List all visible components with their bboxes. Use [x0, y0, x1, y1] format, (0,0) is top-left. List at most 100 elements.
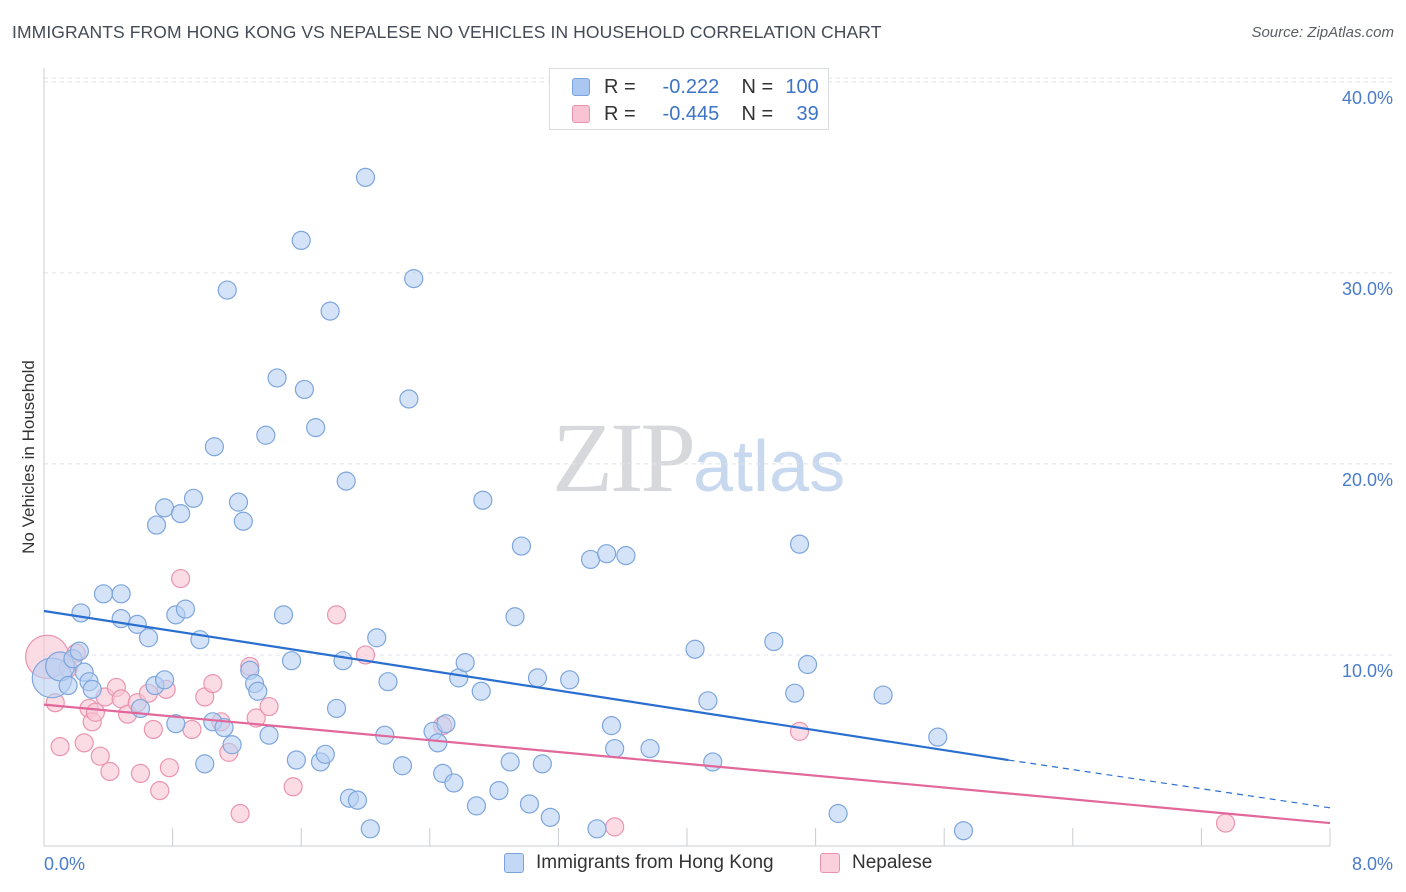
correlation-legend: R = -0.222 N = 100 R = -0.445 N = 39 [549, 68, 829, 130]
hong-kong-point [355, 167, 376, 187]
nepalese-point [259, 696, 279, 717]
hong-kong-point [286, 750, 306, 770]
y-tick-label: 20.0% [1342, 470, 1393, 490]
hong-kong-point [532, 754, 552, 774]
hong-kong-point [58, 675, 78, 696]
nepalese-points [25, 568, 1236, 837]
hong-kong-point [294, 379, 315, 400]
hong-kong-point [195, 754, 215, 774]
hong-kong-point [281, 651, 302, 671]
n-label: N = [741, 102, 774, 125]
y-axis-title: No Vehicles in Household [19, 360, 38, 554]
nepalese-point [171, 568, 191, 589]
hong-kong-point [71, 603, 91, 623]
hong-kong-point [111, 584, 131, 604]
hong-kong-point [953, 821, 974, 841]
hong-kong-points [31, 167, 974, 841]
legend-item-nepalese[interactable]: Nepalese [820, 852, 932, 874]
legend-swatch-hong-kong [504, 853, 524, 873]
n-value: 39 [796, 102, 819, 125]
hong-kong-point [291, 230, 311, 251]
hong-kong-point [560, 670, 580, 690]
legend-swatch-hong-kong [572, 78, 590, 96]
nepalese-point [143, 719, 163, 740]
nepalese-point [789, 721, 810, 741]
hong-kong-point [580, 549, 601, 570]
hong-kong-point [248, 681, 268, 701]
hong-kong-point [399, 389, 419, 409]
hong-kong-point [540, 807, 560, 827]
tick-labels: 10.0% 20.0% 30.0% 40.0% 0.0% 8.0% No Vehicles … [19, 88, 1393, 874]
hong-kong-point [789, 534, 810, 554]
nepalese-point [130, 763, 151, 784]
hong-kong-point [511, 536, 532, 556]
nepalese-point [182, 719, 202, 740]
nepalese-point [50, 737, 70, 757]
nepalese-point [230, 803, 250, 824]
r-value: -0.222 [662, 75, 720, 98]
n-label: N = [741, 75, 774, 98]
watermark: ZIPatlas [552, 400, 845, 515]
hong-kong-point [214, 717, 234, 738]
nepalese-point [246, 708, 266, 728]
nepalese-point [159, 758, 179, 778]
hong-kong-point [785, 683, 805, 703]
grid-lines [44, 77, 1392, 656]
nepalese-point [283, 777, 303, 797]
hong-kong-point [764, 631, 784, 652]
hong-kong-point [698, 691, 718, 711]
source-credit: Source: ZipAtlas.com [1251, 24, 1394, 41]
hong-kong-point [233, 511, 253, 531]
x-tick-label: 8.0% [1352, 854, 1393, 874]
hong-kong-point [138, 628, 159, 648]
hong-kong-point [204, 437, 224, 457]
hong-kong-point [703, 752, 723, 772]
hong-kong-point [640, 738, 660, 759]
n-value: 100 [785, 75, 819, 98]
nepalese-point [203, 674, 223, 694]
hong-kong-point [175, 599, 196, 619]
legend-label-nepalese: Nepalese [852, 852, 933, 873]
hong-kong-point [166, 714, 186, 734]
hong-kong-point [601, 716, 622, 736]
hong-kong-point [436, 714, 456, 734]
hong-kong-point [597, 544, 617, 564]
axes [43, 68, 1331, 847]
y-tick-label: 30.0% [1342, 279, 1393, 299]
hong-kong-point [171, 503, 191, 524]
hong-kong-point [82, 679, 102, 699]
hong-kong-point [367, 628, 387, 648]
r-value: -0.445 [662, 102, 720, 125]
hong-kong-point [256, 425, 276, 445]
hong-kong-point [183, 488, 204, 508]
nepalese-point [90, 746, 110, 766]
nepalese-point [605, 817, 625, 837]
hong-kong-point [828, 803, 848, 824]
hong-kong-point [466, 796, 487, 816]
legend-row-nepalese: R = -0.445 N = 39 [572, 101, 819, 127]
r-label: R = [604, 75, 636, 98]
hong-kong-point [428, 733, 448, 753]
nepalese-point [326, 605, 347, 625]
hong-kong-point [519, 794, 540, 814]
hong-kong-point [360, 819, 380, 839]
nepalese-point [100, 761, 120, 782]
legend-label-hong-kong: Immigrants from Hong Kong [536, 852, 774, 873]
hong-kong-point [217, 280, 237, 300]
hong-kong-point [228, 492, 249, 512]
hong-kong-point [259, 725, 279, 745]
y-tick-label: 10.0% [1342, 661, 1393, 681]
hong-kong-point [392, 756, 413, 776]
hong-kong-point [505, 607, 525, 627]
hong-kong-point [928, 727, 948, 747]
legend-row-hong-kong: R = -0.222 N = 100 [572, 74, 819, 100]
hong-kong-point [320, 301, 340, 321]
hong-kong-trend-line [43, 609, 1009, 762]
y-tick-label: 40.0% [1342, 88, 1393, 108]
hong-kong-point [267, 368, 287, 388]
nepalese-point [1215, 813, 1236, 833]
nepalese-trend-line [43, 703, 1331, 825]
hong-kong-point [306, 418, 326, 438]
hong-kong-point [527, 668, 548, 688]
legend-item-hong-kong[interactable]: Immigrants from Hong Kong [504, 852, 774, 874]
